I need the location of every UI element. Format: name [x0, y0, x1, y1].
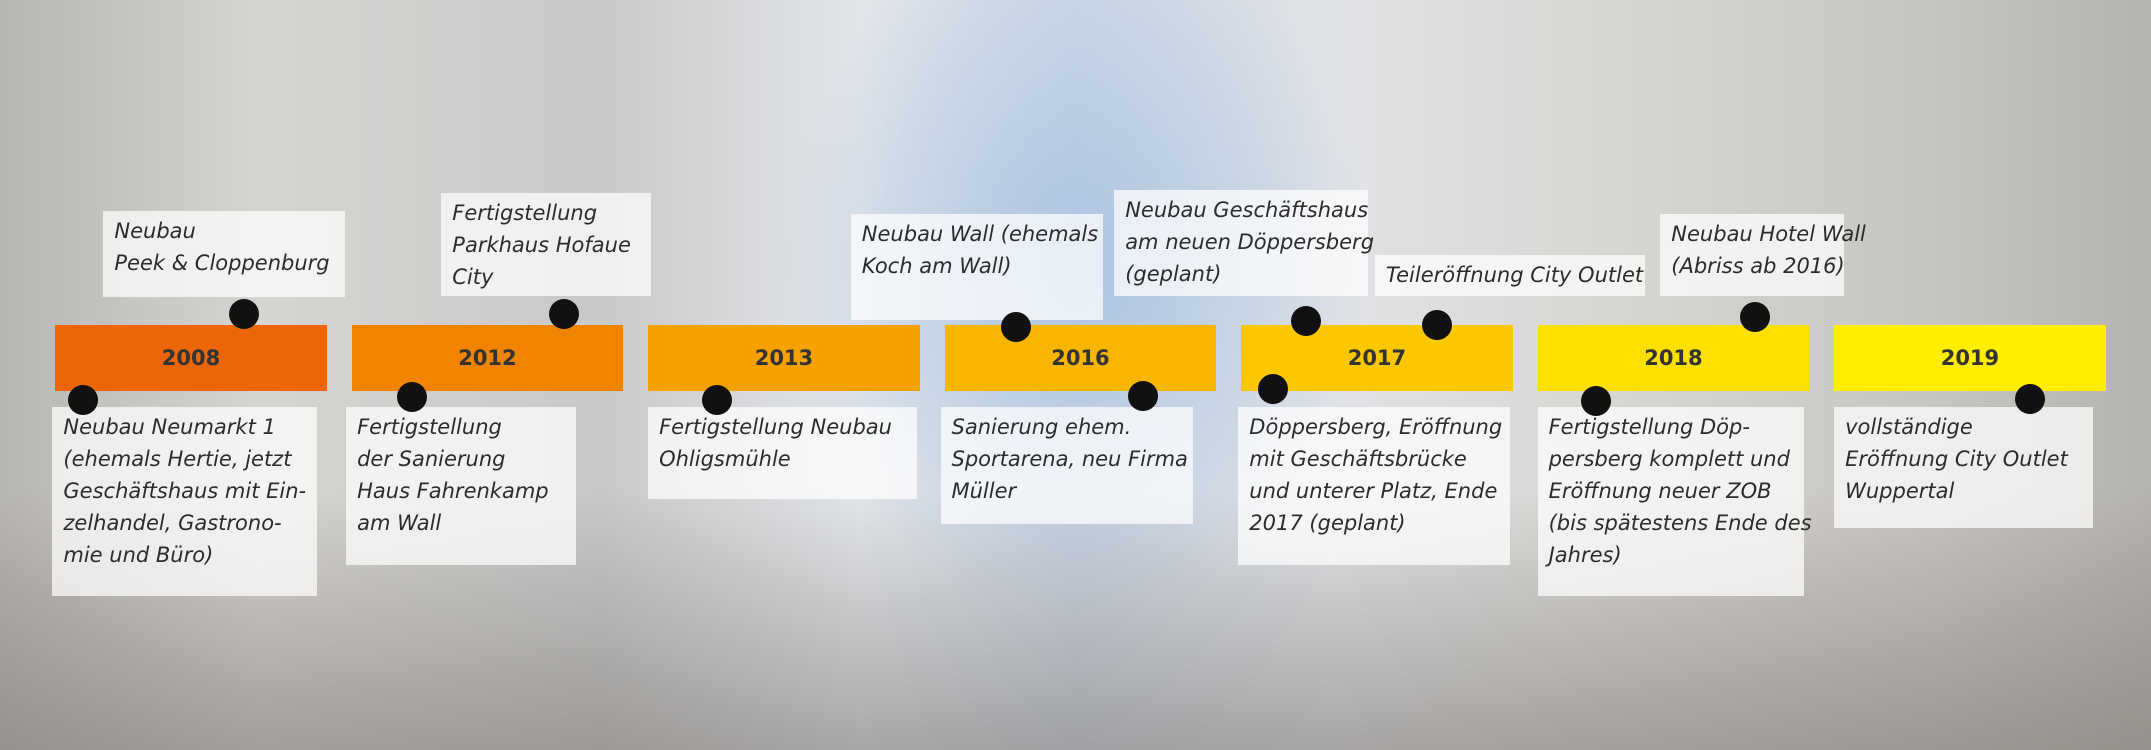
event-box: Fertigstellung Neubau Ohligsmühle [648, 406, 917, 500]
event-dot [549, 299, 579, 330]
event-text: Fertigstellung Döp- [1548, 414, 1750, 439]
event-box: Fertigstellung Parkhaus Hofaue City [441, 193, 651, 297]
event-text: Wuppertal [1845, 478, 1955, 503]
event-text: (Abriss ab 2016) [1671, 253, 1845, 278]
event-box: Neubau Hotel Wall (Abriss ab 2016) [1660, 213, 1866, 297]
event-text: Fertigstellung Neubau [659, 414, 892, 439]
event-text: vollständige [1845, 414, 1973, 439]
event-text: Teileröffnung City Outlet [1385, 263, 1644, 288]
event-text: Neubau [114, 219, 196, 243]
event-text: Neubau Geschäftshaus [1125, 198, 1369, 223]
event-text: Haus Fahrenkamp [357, 478, 549, 503]
event-text: am neuen Döppersberg [1125, 230, 1375, 255]
event-text: Parkhaus Hofaue [452, 233, 631, 258]
event-dot [1257, 373, 1288, 404]
event-text: mie und Büro) [63, 542, 214, 567]
event-text: Sanierung ehem. [951, 414, 1132, 439]
event-text: (geplant) [1125, 262, 1222, 287]
event-dot [397, 382, 428, 413]
year-bar: 2018 [1537, 325, 1810, 392]
event-dot [1001, 311, 1032, 342]
event-text: persberg komplett und [1548, 446, 1790, 471]
event-text: 2017 (geplant) [1249, 510, 1406, 535]
event-dot [67, 384, 98, 415]
year-bar: 2008 [55, 325, 327, 392]
year-bar: 2013 [648, 325, 920, 392]
event-box: Sanierung ehem. Sportarena, neu Firma Müll… [940, 406, 1193, 524]
event-box: Neubau Wall (ehemals Koch am Wall) [850, 213, 1104, 320]
event-text: City [452, 265, 494, 290]
event-dot [1740, 302, 1771, 333]
event-text: Neubau Wall (ehemals [861, 221, 1099, 246]
year-bar: 2017 [1241, 325, 1513, 392]
event-text: am Wall [357, 510, 442, 535]
event-text: (ehemals Hertie, jetzt [63, 446, 292, 471]
event-dot [1128, 380, 1159, 411]
event-text: Sportarena, neu Firma [951, 446, 1188, 471]
event-text: Eröffnung City Outlet [1845, 446, 2068, 471]
event-dot [1421, 310, 1452, 341]
event-text: Neubau Hotel Wall [1671, 221, 1866, 246]
event-text: Neubau Neumarkt 1 [63, 414, 276, 439]
event-box: Döppersberg, Eröffnung mit Geschäftsbrück… [1238, 406, 1510, 566]
event-dot [702, 384, 733, 415]
event-text: Peek & Cloppenburg [114, 251, 330, 275]
event-text: (bis spätestens Ende des [1548, 510, 1812, 535]
event-text: der Sanierung [357, 446, 506, 471]
event-box: Neubau Peek & Cloppenburg [103, 211, 345, 297]
year-bar: 2012 [351, 325, 624, 392]
year-bar: 2016 [944, 325, 1217, 392]
event-text: Jahres) [1548, 542, 1622, 567]
event-text: zelhandel, Gastrono- [63, 510, 282, 535]
event-text: Eröffnung neuer ZOB [1548, 478, 1772, 503]
event-text: Fertigstellung [452, 201, 598, 226]
event-box: Fertigstellung Döp-persberg komplett und… [1537, 406, 1812, 596]
year-bar: 2019 [1834, 325, 2106, 392]
event-text: und unterer Platz, Ende [1249, 478, 1498, 503]
event-text: mit Geschäftsbrücke [1249, 446, 1467, 471]
event-box: Teileröffnung City Outlet [1374, 255, 1646, 297]
event-text: Fertigstellung [357, 414, 502, 439]
event-text: Ohligsmühle [659, 446, 791, 471]
event-text: Geschäftshaus mit Ein- [63, 478, 307, 503]
event-box: Fertigstellung der Sanierung Haus Fahrenka… [346, 406, 577, 566]
event-box: Neubau Geschäftshaus am neuen Döppersberg… [1114, 190, 1375, 297]
event-dot [2014, 383, 2045, 414]
event-text: Döppersberg, Eröffnung [1249, 414, 1503, 439]
event-dot [229, 299, 260, 330]
event-box: vollständige Eröffnung City Outlet Wuppert… [1834, 406, 2094, 529]
event-dot [1290, 306, 1321, 337]
event-text: Koch am Wall) [861, 253, 1012, 278]
event-box: Neubau Neumarkt 1 (ehemals Hertie, jetzt G… [52, 406, 318, 596]
event-dot [1580, 386, 1611, 417]
event-text: Müller [951, 478, 1017, 503]
